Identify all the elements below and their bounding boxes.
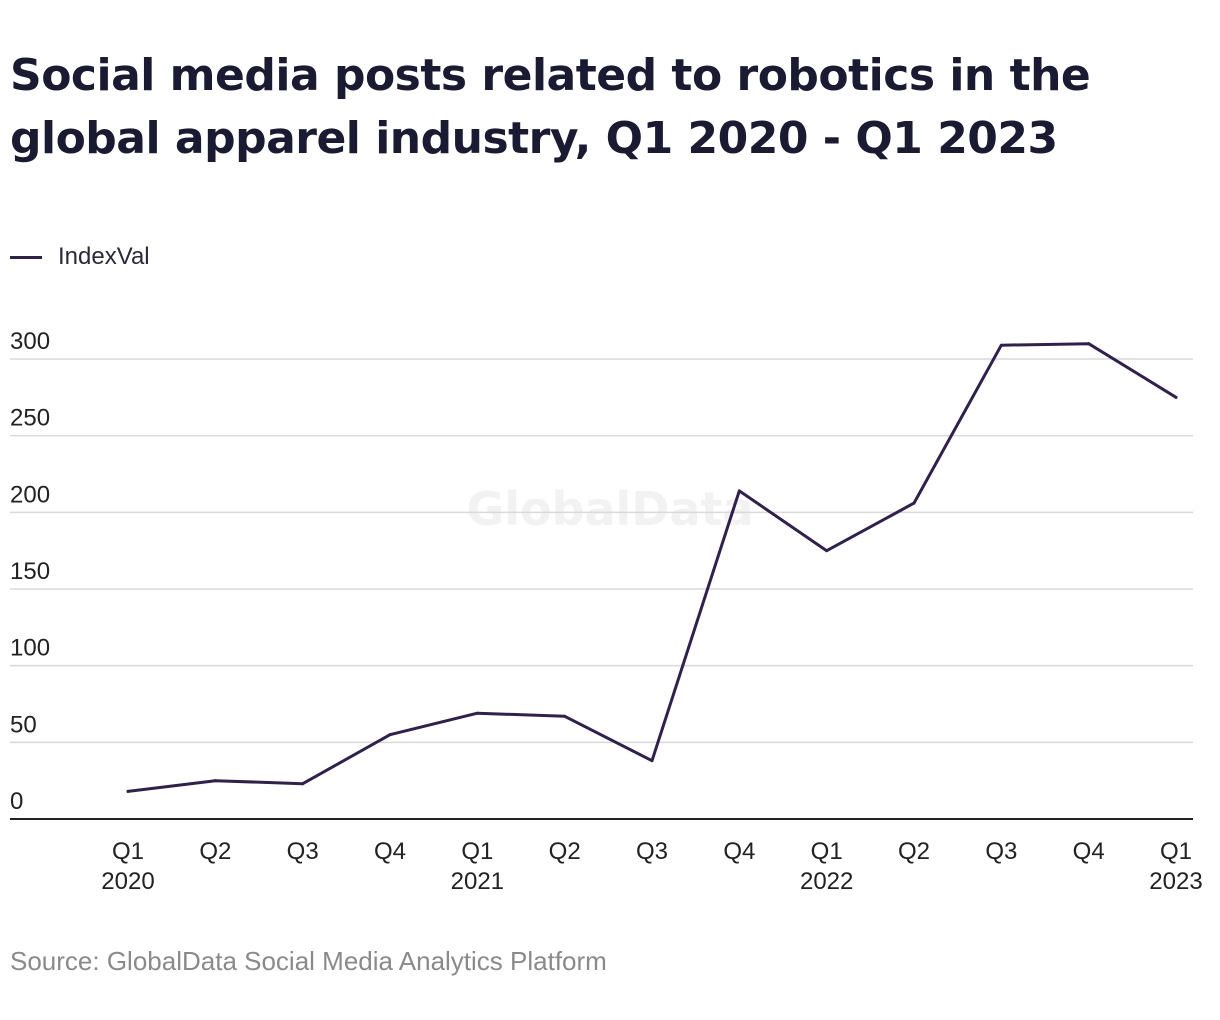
series-line-indexval xyxy=(126,342,1178,793)
x-tick-label: Q1 xyxy=(811,838,843,865)
data-point xyxy=(912,501,916,505)
data-point xyxy=(1087,342,1091,346)
y-tick-label: 200 xyxy=(10,481,50,508)
data-point xyxy=(301,782,305,786)
x-tick-label: Q4 xyxy=(723,838,755,865)
y-tick-label: 50 xyxy=(10,711,37,738)
legend-label: IndexVal xyxy=(58,243,150,270)
legend-swatch xyxy=(10,255,42,259)
data-point xyxy=(213,779,217,783)
data-point xyxy=(650,759,654,763)
x-tick-year-label: 2020 xyxy=(101,868,154,895)
data-point xyxy=(999,343,1003,347)
x-tick-year-label: 2021 xyxy=(451,868,504,895)
x-tick-label: Q4 xyxy=(374,838,406,865)
line-chart: GlobalData 0 50 100 150 200 250 300 Q1 2020 Q2 Q3… xyxy=(10,328,1203,895)
x-tick-label: Q3 xyxy=(636,838,668,865)
x-tick-label: Q2 xyxy=(898,838,930,865)
y-tick-label: 150 xyxy=(10,558,50,585)
data-point xyxy=(388,733,392,737)
y-tick-label: 250 xyxy=(10,405,50,432)
x-tick-label: Q3 xyxy=(287,838,319,865)
x-tick-label: Q2 xyxy=(199,838,231,865)
data-point xyxy=(737,489,741,493)
x-tick-label: Q1 xyxy=(1160,838,1192,865)
data-point xyxy=(563,714,567,718)
legend: IndexVal xyxy=(10,240,150,274)
y-tick-label: 0 xyxy=(10,788,23,815)
data-point xyxy=(1174,395,1178,399)
data-point xyxy=(126,789,130,793)
x-tick-year-label: 2022 xyxy=(800,868,853,895)
x-tick-label: Q2 xyxy=(549,838,581,865)
x-tick-label: Q1 xyxy=(461,838,493,865)
chart-title: Social media posts related to robotics i… xyxy=(10,50,1091,164)
x-tick-label: Q3 xyxy=(985,838,1017,865)
x-tick-year-label: 2023 xyxy=(1149,868,1202,895)
watermark: GlobalData xyxy=(466,482,753,536)
x-tick-label: Q1 xyxy=(112,838,144,865)
source-note: Source: GlobalData Social Media Analytic… xyxy=(10,946,607,976)
x-tick-label: Q4 xyxy=(1073,838,1105,865)
data-point xyxy=(475,711,479,715)
y-tick-label: 100 xyxy=(10,635,50,662)
y-tick-label: 300 xyxy=(10,328,50,355)
data-point xyxy=(825,549,829,553)
